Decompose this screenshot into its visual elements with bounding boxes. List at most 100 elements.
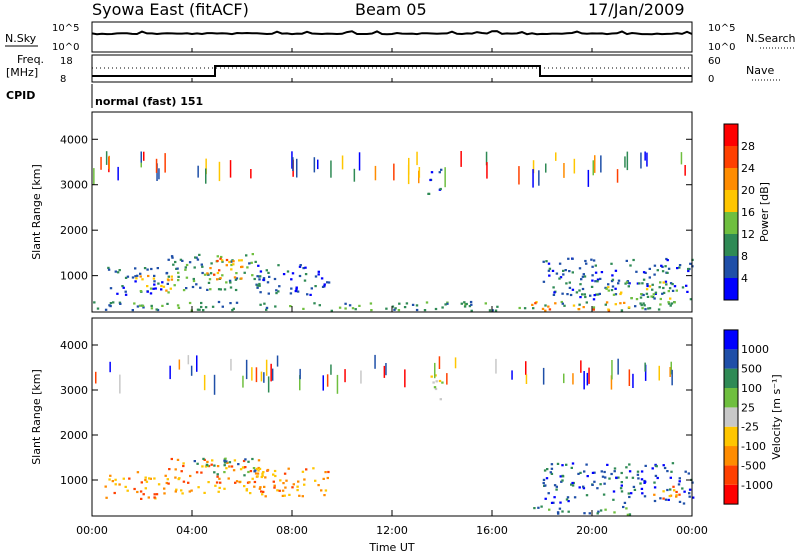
data-cell bbox=[259, 486, 262, 489]
y-tick-label: 1000 bbox=[60, 270, 88, 283]
data-cell bbox=[257, 469, 260, 472]
data-cell bbox=[232, 469, 236, 472]
data-cell bbox=[667, 267, 671, 270]
data-cell bbox=[606, 463, 609, 466]
data-cell bbox=[559, 501, 562, 504]
data-cell bbox=[541, 307, 545, 310]
data-cell bbox=[675, 490, 678, 494]
data-cell bbox=[628, 495, 631, 499]
data-streak bbox=[580, 360, 582, 373]
data-cell bbox=[628, 463, 631, 466]
frequency-trace bbox=[92, 65, 692, 77]
data-cell bbox=[551, 269, 555, 272]
data-cell bbox=[252, 467, 256, 470]
velocity-y-ticks: 1000 2000 3000 4000 bbox=[60, 339, 692, 487]
data-streak bbox=[617, 358, 619, 375]
data-cell bbox=[274, 305, 277, 308]
data-cell bbox=[195, 471, 199, 474]
data-cell bbox=[198, 308, 201, 311]
data-cell bbox=[237, 463, 240, 466]
data-cell bbox=[174, 490, 177, 493]
data-cell bbox=[582, 273, 585, 276]
data-cell bbox=[639, 482, 642, 485]
data-cell bbox=[592, 306, 596, 309]
data-cell bbox=[444, 303, 447, 306]
data-cell bbox=[542, 260, 545, 263]
data-cell bbox=[610, 289, 614, 292]
data-cell bbox=[209, 288, 212, 291]
freq-tick-bottom: 8 bbox=[60, 74, 66, 85]
data-cell bbox=[194, 256, 197, 259]
data-cell bbox=[282, 482, 285, 485]
data-cell bbox=[614, 293, 618, 296]
data-cell bbox=[654, 292, 657, 295]
data-cell bbox=[611, 274, 614, 277]
data-cell bbox=[247, 470, 250, 474]
data-streak bbox=[313, 157, 316, 173]
data-cell bbox=[441, 381, 444, 384]
data-cell bbox=[290, 287, 293, 290]
data-streak bbox=[292, 157, 294, 171]
data-cell bbox=[225, 281, 228, 284]
data-cell bbox=[227, 477, 230, 480]
data-cell bbox=[217, 490, 220, 493]
velocity-panel-bg bbox=[92, 318, 692, 516]
data-cell bbox=[260, 475, 263, 479]
data-cell bbox=[583, 512, 586, 515]
data-cell bbox=[601, 475, 605, 478]
data-cell bbox=[661, 270, 665, 273]
data-cell bbox=[415, 304, 419, 307]
data-cell bbox=[313, 302, 316, 305]
data-cell bbox=[640, 487, 644, 490]
data-cell bbox=[393, 308, 396, 311]
noise-left-tick-top: 10^5 bbox=[52, 23, 79, 34]
data-cell bbox=[176, 458, 180, 461]
data-cell bbox=[256, 275, 259, 278]
data-cell bbox=[225, 467, 228, 470]
data-cell bbox=[192, 277, 195, 281]
data-cell bbox=[641, 282, 644, 285]
data-cell bbox=[670, 470, 673, 473]
x-tick-label: 04:00 bbox=[176, 524, 208, 537]
data-cell bbox=[662, 464, 665, 467]
data-streak bbox=[158, 168, 160, 180]
data-cell bbox=[234, 481, 237, 484]
data-cell bbox=[251, 477, 254, 480]
data-cell bbox=[548, 274, 551, 277]
data-cell bbox=[265, 269, 268, 272]
data-cell bbox=[187, 481, 190, 484]
data-cell bbox=[109, 302, 113, 305]
data-cell bbox=[569, 293, 573, 297]
data-cell bbox=[275, 289, 278, 292]
data-cell bbox=[560, 300, 563, 304]
data-cell bbox=[610, 262, 613, 265]
data-cell bbox=[312, 467, 315, 470]
data-streak bbox=[265, 359, 268, 376]
data-cell bbox=[182, 462, 185, 465]
data-streak bbox=[322, 375, 324, 391]
data-cell bbox=[610, 280, 614, 283]
data-cell bbox=[206, 460, 209, 463]
data-cell bbox=[202, 309, 205, 312]
colorbar-segment bbox=[724, 146, 738, 168]
data-cell bbox=[182, 289, 186, 292]
data-cell bbox=[597, 510, 600, 513]
data-cell bbox=[620, 291, 623, 294]
data-cell bbox=[675, 495, 678, 498]
data-cell bbox=[204, 306, 208, 309]
data-cell bbox=[190, 489, 193, 492]
data-cell bbox=[170, 457, 173, 461]
freq-tick-top: 18 bbox=[60, 56, 73, 67]
data-cell bbox=[625, 281, 629, 284]
data-cell bbox=[223, 459, 226, 462]
data-cell bbox=[446, 301, 449, 304]
data-cell bbox=[221, 274, 224, 277]
data-cell bbox=[586, 475, 589, 478]
beam-label: Beam 05 bbox=[355, 0, 427, 19]
data-cell bbox=[267, 292, 270, 295]
data-cell bbox=[542, 481, 545, 485]
data-cell bbox=[296, 489, 299, 492]
data-cell bbox=[153, 496, 156, 499]
data-cell bbox=[235, 480, 239, 483]
